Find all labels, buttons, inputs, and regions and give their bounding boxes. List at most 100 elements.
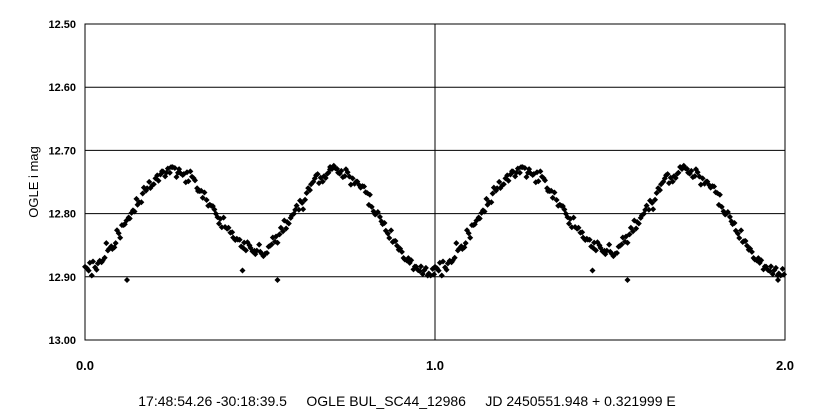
data-point bbox=[537, 168, 544, 175]
data-point bbox=[489, 190, 496, 197]
data-point bbox=[185, 178, 192, 185]
y-tick-label: 12.60 bbox=[48, 82, 76, 94]
data-point bbox=[408, 257, 415, 264]
data-point bbox=[736, 234, 743, 241]
data-point bbox=[481, 208, 488, 215]
data-point bbox=[327, 166, 333, 173]
data-point bbox=[306, 187, 313, 194]
data-point bbox=[586, 236, 593, 243]
data-point bbox=[624, 276, 631, 283]
data-point bbox=[303, 189, 310, 196]
data-point bbox=[645, 206, 652, 213]
data-point bbox=[429, 265, 436, 272]
data-point bbox=[758, 257, 765, 264]
data-point bbox=[218, 224, 225, 231]
data-point bbox=[748, 248, 755, 255]
data-point bbox=[467, 234, 474, 241]
data-point bbox=[635, 220, 642, 227]
data-point bbox=[575, 224, 582, 231]
data-point bbox=[146, 178, 153, 185]
data-point bbox=[126, 215, 133, 222]
data-point bbox=[653, 189, 660, 196]
data-point bbox=[216, 220, 223, 227]
data-point bbox=[274, 276, 281, 283]
data-point bbox=[417, 263, 424, 270]
data-point bbox=[139, 190, 146, 197]
data-point bbox=[283, 225, 290, 232]
y-tick-label: 13.00 bbox=[48, 335, 76, 347]
y-tick-labels: 12.50 12.60 12.70 12.80 12.90 13.00 bbox=[48, 19, 76, 347]
data-point bbox=[274, 239, 281, 246]
data-point bbox=[295, 206, 302, 213]
data-point bbox=[422, 264, 429, 271]
data-point bbox=[438, 272, 445, 279]
y-tick-label: 12.80 bbox=[48, 209, 76, 221]
data-point bbox=[268, 241, 275, 248]
data-point bbox=[675, 169, 682, 176]
x-tick-label: 2.0 bbox=[776, 358, 794, 373]
data-point bbox=[742, 238, 749, 245]
x-axis-caption: 17:48:54.26 -30:18:39.5 OGLE BUL_SC44_12… bbox=[138, 393, 676, 409]
data-point bbox=[649, 199, 656, 206]
data-point bbox=[568, 224, 575, 231]
data-point bbox=[724, 208, 731, 215]
data-point bbox=[476, 215, 483, 222]
x-tick-label: 0.0 bbox=[76, 358, 94, 373]
data-point bbox=[579, 229, 586, 236]
data-point bbox=[166, 169, 173, 176]
data-point bbox=[718, 203, 725, 210]
data-point bbox=[138, 199, 145, 206]
data-point bbox=[453, 240, 460, 247]
data-point bbox=[299, 199, 306, 206]
data-point bbox=[781, 271, 788, 278]
data-point bbox=[220, 214, 227, 221]
data-point bbox=[229, 229, 236, 236]
data-point bbox=[85, 267, 92, 274]
data-point bbox=[101, 254, 108, 261]
data-point bbox=[314, 171, 321, 178]
data-point bbox=[302, 196, 309, 203]
data-point bbox=[322, 174, 329, 181]
data-point bbox=[542, 177, 549, 184]
data-point bbox=[239, 267, 246, 274]
data-point bbox=[236, 236, 243, 243]
data-point bbox=[256, 241, 263, 248]
data-point bbox=[610, 253, 617, 260]
data-point bbox=[285, 220, 292, 227]
data-point bbox=[652, 196, 659, 203]
data-point bbox=[613, 249, 620, 256]
data-point bbox=[716, 191, 723, 198]
data-point bbox=[192, 177, 199, 184]
data-point bbox=[349, 175, 356, 182]
data-point bbox=[488, 199, 495, 206]
data-point bbox=[535, 178, 542, 185]
data-point bbox=[416, 267, 423, 274]
data-point bbox=[366, 191, 373, 198]
data-point bbox=[133, 195, 140, 202]
data-point bbox=[201, 189, 208, 196]
data-point bbox=[392, 238, 399, 245]
data-point bbox=[688, 167, 695, 174]
data-point bbox=[144, 185, 151, 192]
y-axis-label: OGLE i mag bbox=[26, 146, 41, 218]
data-point bbox=[483, 195, 490, 202]
data-point bbox=[150, 181, 157, 188]
data-point bbox=[155, 177, 162, 184]
data-point bbox=[656, 187, 663, 194]
data-point bbox=[669, 178, 676, 185]
data-point bbox=[93, 266, 100, 273]
data-point bbox=[691, 173, 698, 180]
data-point bbox=[624, 239, 631, 246]
data-point bbox=[203, 196, 210, 203]
data-point bbox=[633, 225, 640, 232]
x-tick-label: 1.0 bbox=[426, 358, 444, 373]
data-point bbox=[300, 206, 307, 213]
data-point bbox=[592, 247, 599, 254]
data-point bbox=[443, 266, 450, 273]
data-point bbox=[626, 231, 633, 238]
data-point bbox=[435, 267, 442, 274]
data-point bbox=[553, 196, 560, 203]
y-tick-label: 12.70 bbox=[48, 145, 76, 157]
data-point bbox=[451, 254, 458, 261]
data-point bbox=[505, 177, 512, 184]
